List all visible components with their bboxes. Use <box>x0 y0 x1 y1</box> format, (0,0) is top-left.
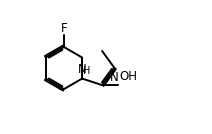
Text: H: H <box>84 66 91 77</box>
Text: F: F <box>61 22 67 35</box>
Text: OH: OH <box>119 70 137 83</box>
Text: N: N <box>78 63 86 76</box>
Text: N: N <box>110 71 119 84</box>
